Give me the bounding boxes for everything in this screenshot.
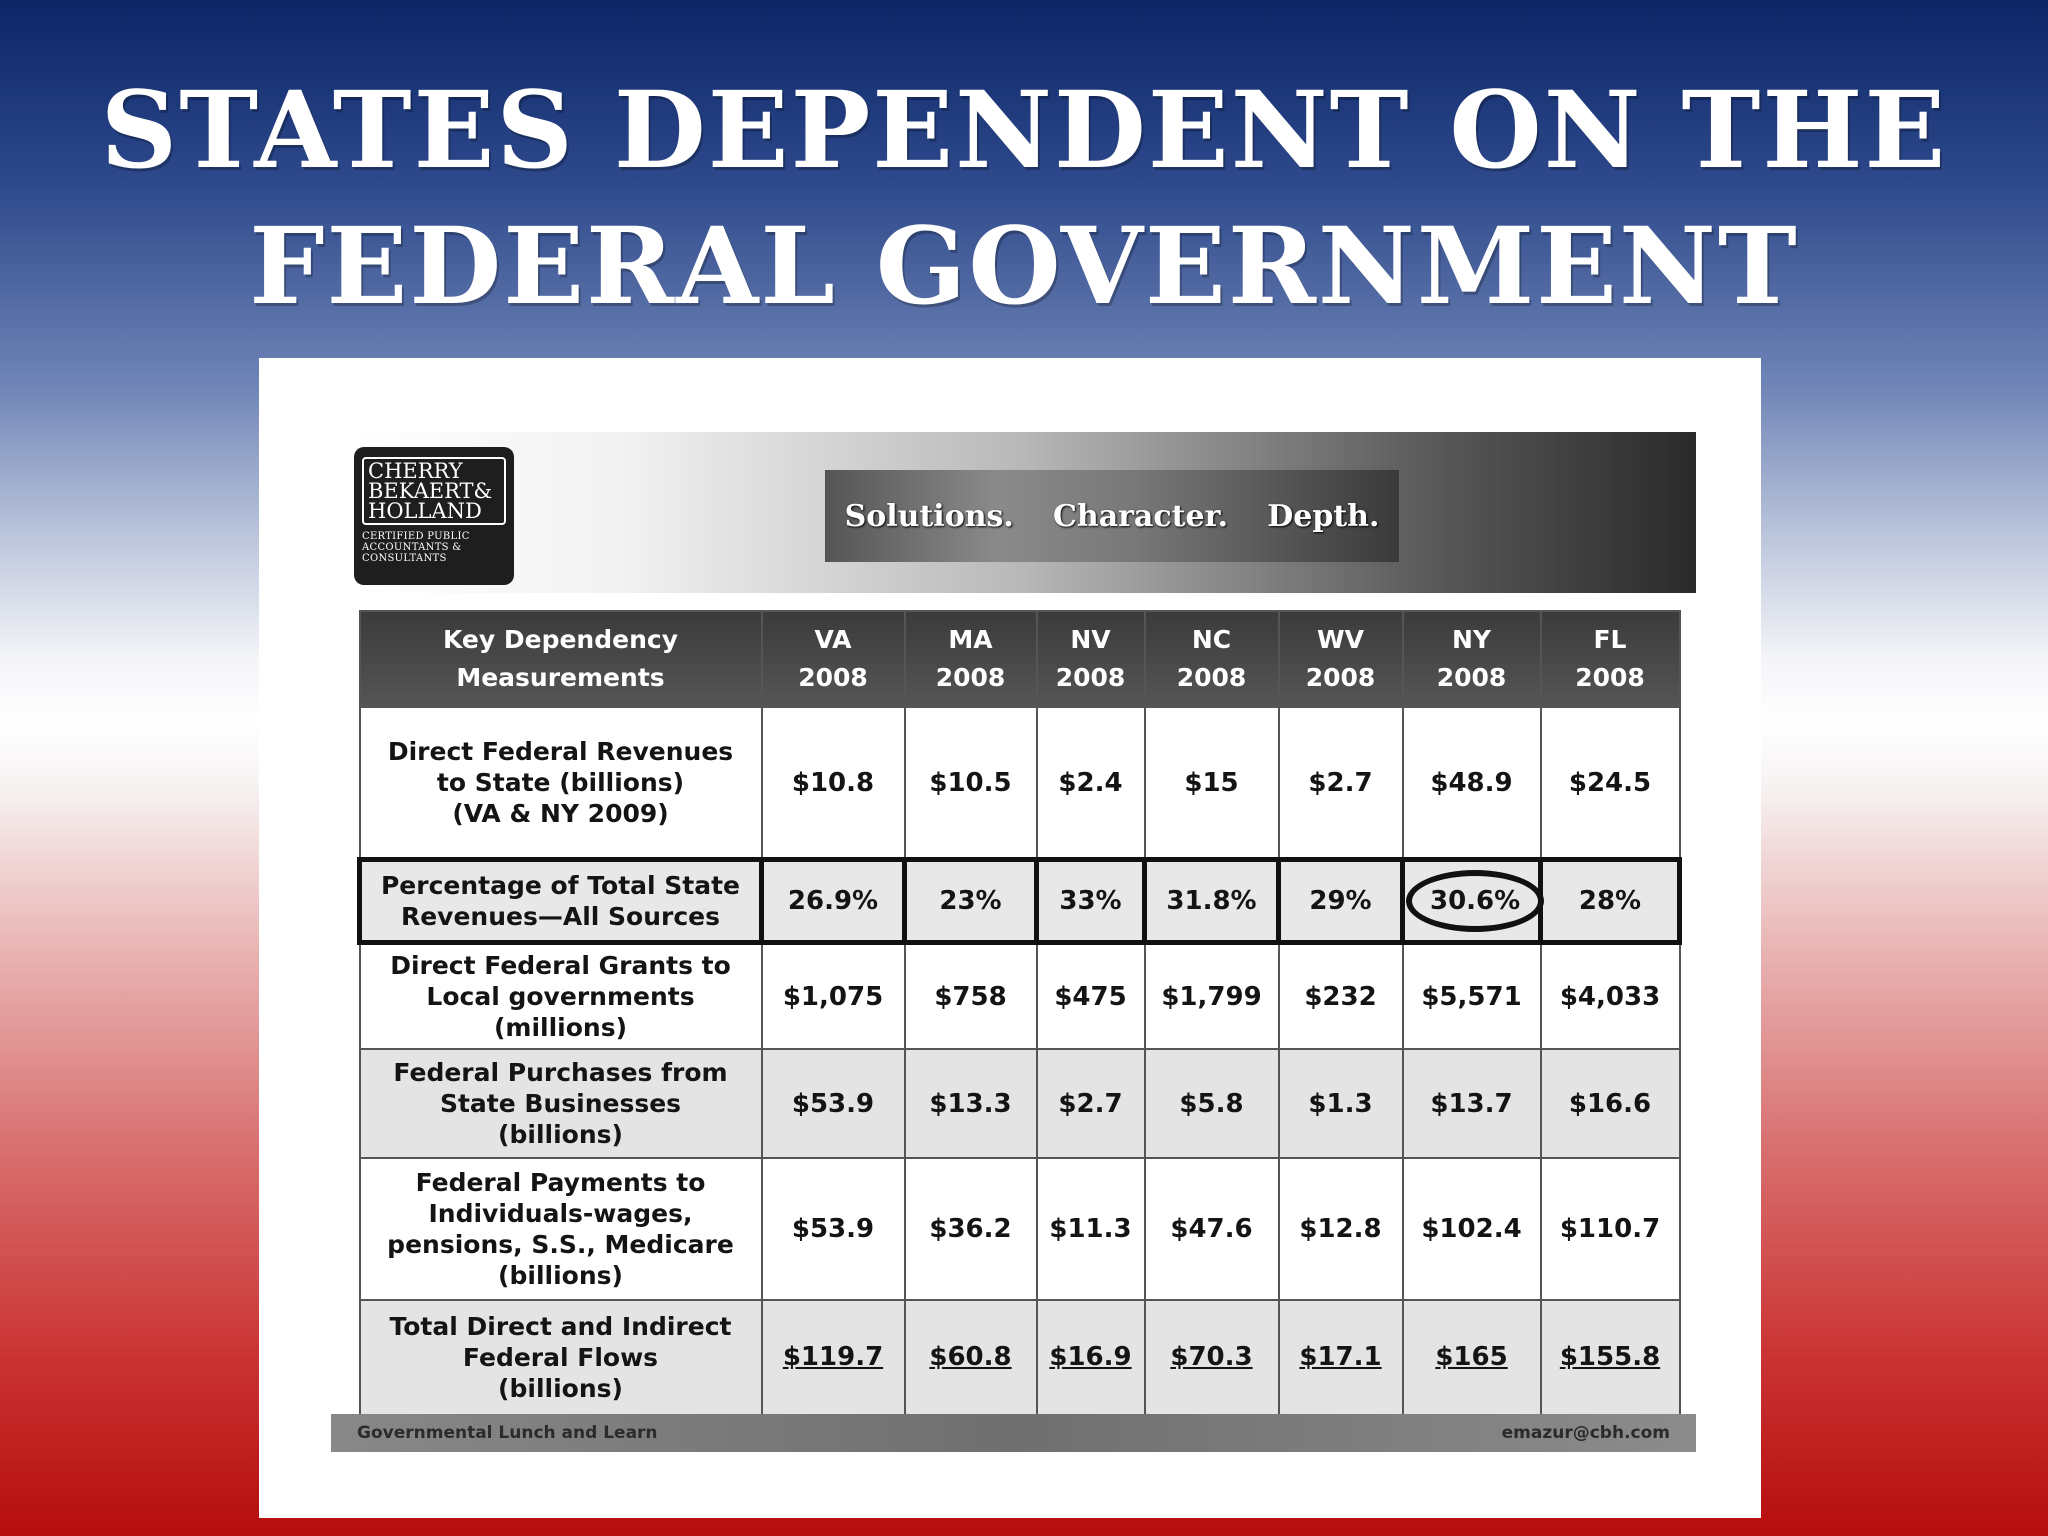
slogan-word: Character. — [1053, 498, 1229, 534]
header-col-ny: NY 2008 — [1401, 610, 1542, 708]
table-cell-circled: 30.6% — [1400, 857, 1545, 945]
table-cell: 33% — [1034, 857, 1147, 945]
firm-logo: CHERRY BEKAERT& HOLLAND CERTIFIED PUBLIC… — [354, 447, 514, 585]
table-cell: $17.1 — [1277, 1298, 1404, 1417]
table-cell: $53.9 — [760, 1157, 906, 1301]
row-label: Federal Purchases from State Businesses (b… — [358, 1048, 763, 1160]
table-row: Direct Federal Revenues to State (billion… — [358, 706, 1681, 861]
table-cell: $10.8 — [760, 706, 906, 861]
header-col-fl: FL 2008 — [1539, 610, 1681, 708]
footer-email: emazur@cbh.com — [1501, 1423, 1670, 1443]
header-col-ma: MA 2008 — [903, 610, 1038, 708]
table-cell: $13.3 — [903, 1048, 1038, 1160]
slide-title-line-1: States Dependent on the — [100, 67, 1948, 192]
slogan-word: Depth. — [1267, 498, 1380, 534]
slide-title-line-2: Federal Government — [249, 203, 1799, 328]
table-cell: $53.9 — [760, 1048, 906, 1160]
header-col-wv: WV 2008 — [1277, 610, 1404, 708]
table-cell: $1,075 — [760, 941, 906, 1051]
table-row: Federal Purchases from State Businesses (b… — [358, 1048, 1681, 1160]
table-cell: $119.7 — [760, 1298, 906, 1417]
slogan-word: Solutions. — [844, 498, 1014, 534]
scanned-document: CHERRY BEKAERT& HOLLAND CERTIFIED PUBLIC… — [259, 358, 1761, 1518]
table-cell: $1.3 — [1277, 1048, 1404, 1160]
row-label: Direct Federal Grants to Local government… — [358, 941, 763, 1051]
footer-left-text: Governmental Lunch and Learn — [357, 1423, 658, 1443]
table-cell: $48.9 — [1401, 706, 1542, 861]
table-cell: $16.9 — [1035, 1298, 1146, 1417]
row-label: Percentage of Total State Revenues—All So… — [357, 857, 764, 945]
table-cell: $232 — [1277, 941, 1404, 1051]
table-cell: $60.8 — [903, 1298, 1038, 1417]
table-cell: $24.5 — [1539, 706, 1681, 861]
table-row-highlighted: Percentage of Total State Revenues—All So… — [357, 857, 1682, 945]
document-footer: Governmental Lunch and Learn emazur@cbh.… — [331, 1414, 1696, 1452]
logo-line: CHERRY — [368, 459, 463, 483]
circled-value: 30.6% — [1406, 869, 1545, 932]
table-cell: $70.3 — [1143, 1298, 1280, 1417]
table-row: Federal Payments to Individuals-wages, pen… — [358, 1157, 1681, 1301]
table-cell: $1,799 — [1143, 941, 1280, 1051]
logo-sub-line: ACCOUNTANTS & — [362, 542, 462, 553]
table-cell: $4,033 — [1539, 941, 1681, 1051]
table-cell: 28% — [1538, 857, 1682, 945]
table-cell: $36.2 — [903, 1157, 1038, 1301]
table-cell: 31.8% — [1142, 857, 1281, 945]
logo-line: BEKAERT& — [368, 479, 493, 503]
header-col-nv: NV 2008 — [1035, 610, 1146, 708]
table-cell: 29% — [1276, 857, 1405, 945]
table-cell: $13.7 — [1401, 1048, 1542, 1160]
row-label: Federal Payments to Individuals-wages, pen… — [358, 1157, 763, 1301]
row-label: Direct Federal Revenues to State (billion… — [358, 706, 763, 861]
table-cell: $16.6 — [1539, 1048, 1681, 1160]
table-cell: $5.8 — [1143, 1048, 1280, 1160]
table-cell: $5,571 — [1401, 941, 1542, 1051]
header-col-va: VA 2008 — [760, 610, 906, 708]
header-label: Key Dependency Measurements — [358, 610, 763, 708]
table-cell: $10.5 — [903, 706, 1038, 861]
logo-wordmark: CHERRY BEKAERT& HOLLAND — [362, 457, 506, 525]
dependency-table: Key Dependency Measurements VA 2008 MA 2008… — [357, 610, 1682, 1417]
table-cell: $758 — [903, 941, 1038, 1051]
table-cell: $2.7 — [1277, 706, 1404, 861]
slogan-banner: Solutions. Character. Depth. — [825, 470, 1399, 562]
logo-line: HOLLAND — [368, 499, 482, 523]
logo-sub-line: CONSULTANTS — [362, 553, 447, 564]
slide-title: States Dependent on the Federal Governme… — [0, 62, 2048, 334]
row-label: Total Direct and Indirect Federal Flows (b… — [358, 1298, 763, 1417]
logo-sub-line: CERTIFIED PUBLIC — [362, 531, 470, 542]
table-cell: $11.3 — [1035, 1157, 1146, 1301]
table-cell: $15 — [1143, 706, 1280, 861]
logo-subtitle: CERTIFIED PUBLIC ACCOUNTANTS & CONSULTAN… — [362, 531, 506, 564]
table-cell: $102.4 — [1401, 1157, 1542, 1301]
table-cell: $110.7 — [1539, 1157, 1681, 1301]
table-cell: $2.4 — [1035, 706, 1146, 861]
table-cell: $2.7 — [1035, 1048, 1146, 1160]
table-cell: $47.6 — [1143, 1157, 1280, 1301]
table-row: Direct Federal Grants to Local government… — [358, 941, 1681, 1051]
table-row-total: Total Direct and Indirect Federal Flows (b… — [358, 1298, 1681, 1417]
table-cell: $12.8 — [1277, 1157, 1404, 1301]
table-cell: $475 — [1035, 941, 1146, 1051]
table-header-row: Key Dependency Measurements VA 2008 MA 2008… — [358, 610, 1681, 708]
table-cell: $165 — [1401, 1298, 1542, 1417]
table-cell: 23% — [902, 857, 1039, 945]
table-cell: $155.8 — [1539, 1298, 1681, 1417]
table-cell: 26.9% — [759, 857, 907, 945]
header-col-nc: NC 2008 — [1143, 610, 1280, 708]
